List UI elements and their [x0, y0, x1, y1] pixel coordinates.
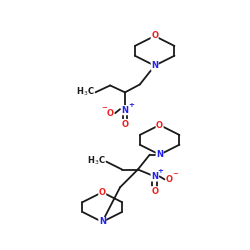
Text: O: O: [151, 187, 158, 196]
Text: +: +: [128, 102, 134, 108]
Text: O: O: [122, 120, 128, 128]
Text: +: +: [158, 168, 164, 174]
Text: N: N: [151, 172, 158, 181]
Text: −: −: [101, 105, 107, 111]
Text: N: N: [151, 61, 158, 70]
Text: −: −: [172, 172, 178, 177]
Text: O: O: [156, 120, 163, 130]
Text: H$_3$C: H$_3$C: [86, 154, 105, 167]
Text: N: N: [122, 106, 128, 115]
Text: O: O: [99, 188, 106, 197]
Text: H$_3$C: H$_3$C: [76, 85, 94, 98]
Text: O: O: [107, 109, 114, 118]
Text: O: O: [151, 32, 158, 40]
Text: N: N: [156, 150, 163, 159]
Text: N: N: [99, 218, 106, 226]
Text: O: O: [166, 175, 173, 184]
